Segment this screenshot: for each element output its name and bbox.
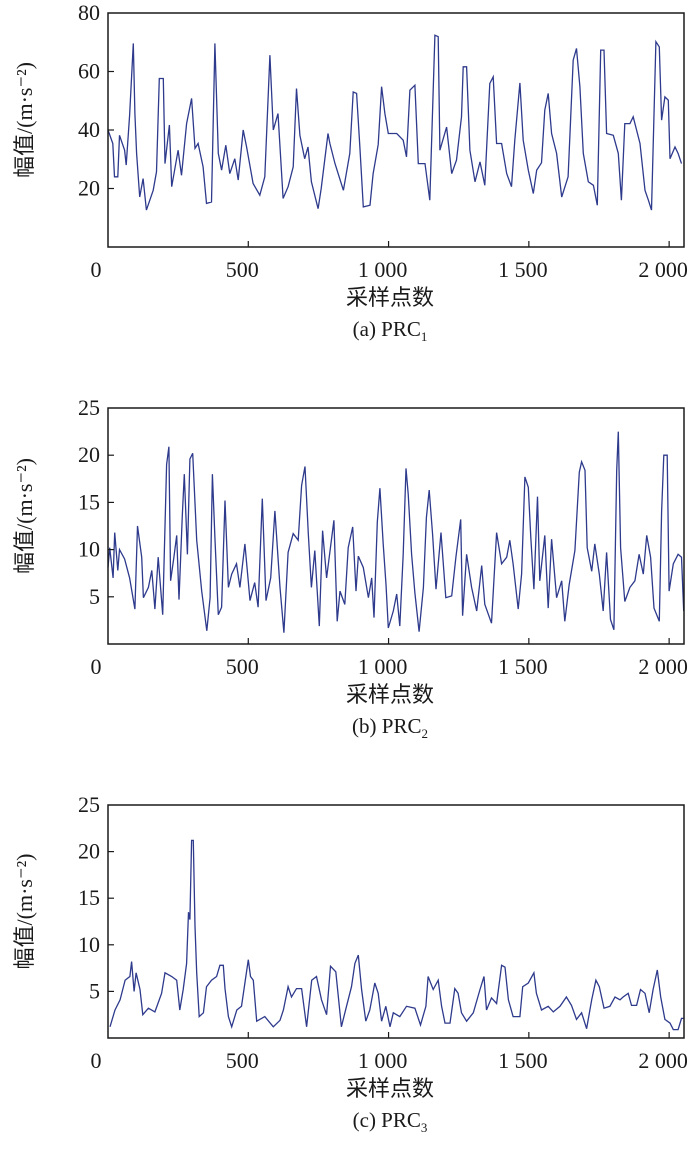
y-tick-label: 5	[89, 978, 100, 1003]
y-tick-label: 10	[78, 932, 100, 957]
y-tick-label: 25	[78, 792, 100, 817]
x-tick-label: 1 500	[498, 654, 548, 679]
subplot-caption: (a) PRC1	[353, 317, 428, 344]
y-tick-label: 5	[89, 584, 100, 609]
caption-text: (c) PRC	[353, 1108, 421, 1132]
y-tick-label: 25	[78, 395, 100, 420]
y-tick-label: 20	[78, 839, 100, 864]
x-tick-label: 500	[226, 257, 259, 282]
x-tick-label: 0	[91, 1048, 102, 1073]
y-tick-label: 20	[78, 176, 100, 201]
y-tick-label: 20	[78, 442, 100, 467]
x-tick-label: 2 000	[638, 654, 688, 679]
y-axis-label: 幅值/(m·s⁻²)	[12, 62, 37, 178]
plot-frame	[107, 804, 685, 1039]
y-tick-label: 10	[78, 537, 100, 562]
subplot-2: 0 500 1 000 1 500 2 000 5 10 15 20 25 采样点数 幅值/(m·s⁻…	[12, 395, 688, 741]
x-axis-label: 采样点数	[346, 1076, 434, 1101]
subplot-caption: (c) PRC3	[353, 1108, 428, 1135]
y-tick-label: 80	[78, 0, 100, 25]
x-tick-label: 1 500	[498, 257, 548, 282]
caption-subscript: 3	[421, 1120, 428, 1135]
subplot-caption: (b) PRC2	[352, 714, 428, 741]
subplot-1: 0 500 1 000 1 500 2 000 20 40 60 80 采样点数 幅值/(m·s⁻²…	[12, 0, 688, 344]
series-line	[107, 34, 683, 211]
y-axis-label: 幅值/(m·s⁻²)	[12, 854, 37, 970]
x-tick-label: 1 000	[358, 1048, 408, 1073]
x-tick-label: 1 000	[358, 654, 408, 679]
x-tick-label: 2 000	[638, 257, 688, 282]
subplot-3: 0 500 1 000 1 500 2 000 5 10 15 20 25 采样点数 幅值/(m·s⁻…	[12, 792, 688, 1135]
x-tick-label: 0	[91, 257, 102, 282]
caption-subscript: 2	[421, 726, 428, 741]
plot-frame	[107, 407, 685, 645]
series-line	[109, 839, 684, 1031]
x-axis-label: 采样点数	[346, 682, 434, 707]
x-tick-label: 2 000	[638, 1048, 688, 1073]
x-tick-label: 1 500	[498, 1048, 548, 1073]
x-tick-label: 500	[226, 654, 259, 679]
y-axis-label: 幅值/(m·s⁻²)	[12, 458, 37, 574]
y-tick-label: 40	[78, 117, 100, 142]
x-axis-label: 采样点数	[346, 285, 434, 310]
x-tick-label: 1 000	[358, 257, 408, 282]
y-tick-label: 60	[78, 59, 100, 84]
y-tick-label: 15	[78, 489, 100, 514]
caption-text: (b) PRC	[352, 714, 421, 738]
x-tick-label: 0	[91, 654, 102, 679]
y-tick-label: 15	[78, 885, 100, 910]
series-line	[107, 431, 685, 633]
caption-subscript: 1	[421, 329, 428, 344]
caption-text: (a) PRC	[353, 317, 421, 341]
x-tick-label: 500	[226, 1048, 259, 1073]
